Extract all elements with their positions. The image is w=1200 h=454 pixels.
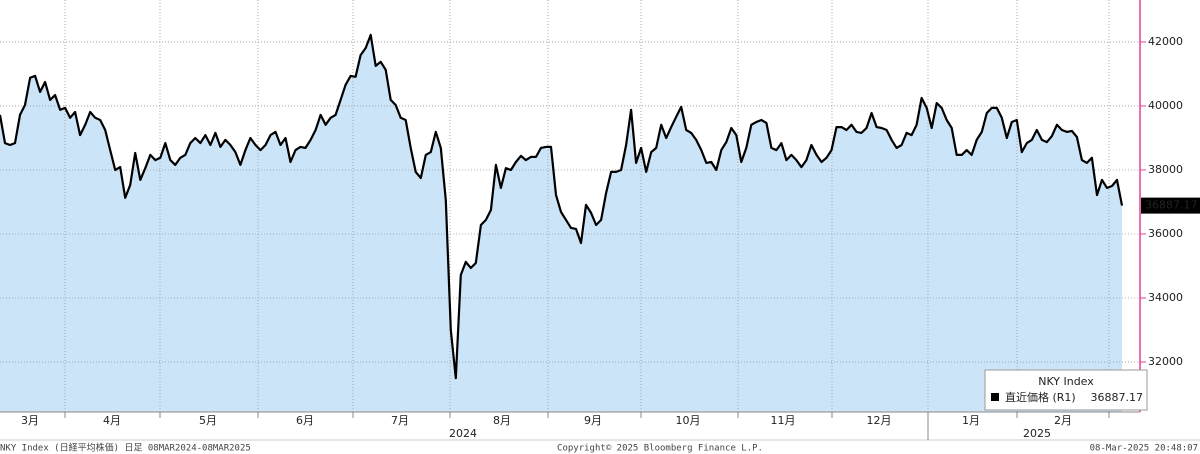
month-label: 11月 (771, 414, 796, 427)
legend-box (984, 369, 1148, 411)
y-tick-label: 34000 (1148, 291, 1183, 304)
month-label: 2月 (1054, 414, 1072, 427)
y-tick-label: 42000 (1148, 35, 1183, 48)
month-label: 10月 (676, 414, 701, 427)
month-label: 12月 (867, 414, 892, 427)
month-label: 3月 (21, 414, 39, 427)
legend-title: NKY Index (1038, 375, 1094, 388)
footer-center: Copyright© 2025 Bloomberg Finance L.P. (557, 444, 763, 454)
month-label: 1月 (962, 414, 980, 427)
footer-left: NKY Index (日経平均株価) 日足 08MAR2024-08MAR202… (0, 442, 251, 454)
footer-right: 08-Mar-2025 20:48:07 (1090, 444, 1198, 454)
y-tick-label: 38000 (1148, 163, 1183, 176)
year-label: 2024 (449, 427, 477, 440)
month-label: 6月 (296, 414, 314, 427)
month-label: 7月 (391, 414, 409, 427)
legend-name: 直近価格 (R1) (1005, 390, 1076, 404)
last-value-tag (1141, 197, 1200, 214)
month-label: 8月 (493, 414, 511, 427)
y-tick-label: 40000 (1148, 99, 1183, 112)
area (0, 34, 1122, 413)
year-label: 2025 (1023, 427, 1051, 440)
month-label: 9月 (584, 414, 602, 427)
legend-swatch (991, 393, 999, 401)
y-tick-label: 36000 (1148, 227, 1183, 240)
legend-value: 36887.17 (1091, 391, 1144, 404)
y-tick-label: 32000 (1148, 355, 1183, 368)
price-line (0, 33, 1124, 380)
last-value-label: 36887.17 (1145, 199, 1198, 212)
month-label: 5月 (199, 414, 217, 427)
month-label: 4月 (103, 414, 121, 427)
